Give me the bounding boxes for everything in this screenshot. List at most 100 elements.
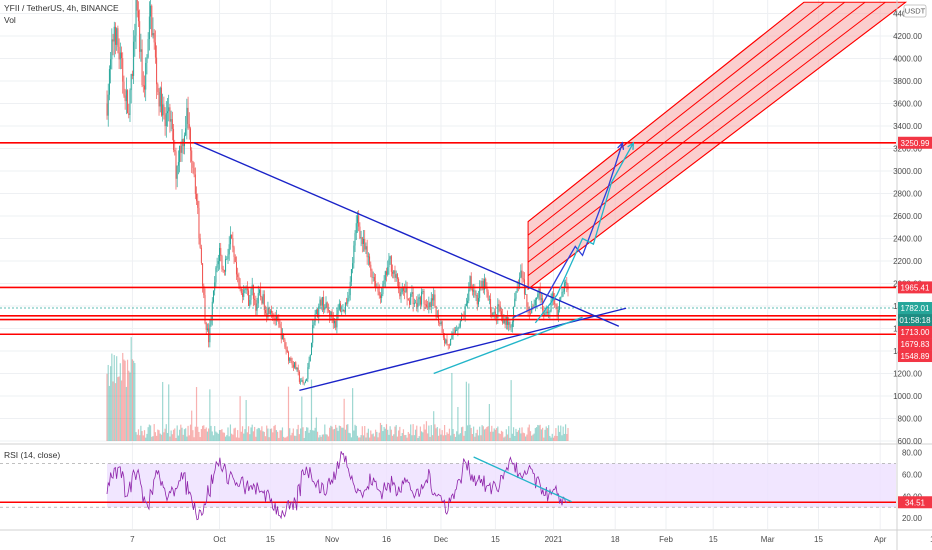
volume-bar (251, 424, 253, 441)
volume-bar (516, 431, 518, 441)
volume-bar (208, 428, 210, 441)
candle-body (212, 290, 214, 302)
volume-bar (546, 428, 549, 441)
volume-bar (111, 353, 113, 441)
candle-body (179, 145, 181, 163)
candle-body (342, 309, 344, 312)
volume-bar (331, 426, 333, 441)
price-tag-bg (898, 338, 932, 351)
rsi-tick-label: 60.00 (902, 470, 923, 479)
time-tick-label: 2021 (545, 535, 563, 544)
price-tick-label: 3400.00 (893, 122, 922, 131)
candle-body (476, 294, 478, 305)
volume-bar (198, 431, 200, 441)
candle-body (269, 310, 271, 314)
volume-bar (333, 428, 336, 441)
price-tag-bg (898, 350, 932, 363)
volume-bar (322, 434, 325, 441)
volume-bar (446, 432, 448, 441)
candle-body (526, 294, 528, 307)
volume-bar (209, 389, 211, 441)
candle-body (372, 277, 374, 278)
volume-bar (376, 431, 378, 441)
candle-body (242, 293, 244, 297)
time-axis[interactable]: 7 Oct 15 Nov 16 Dec 15 2021 18 Feb 15 Mar 15 Apr 19 (130, 535, 932, 544)
volume-bar (515, 428, 517, 441)
volume-bar (401, 433, 403, 441)
volume-bar (533, 433, 535, 441)
candle-body (232, 238, 234, 248)
candle-body (237, 274, 239, 278)
candle-body (358, 215, 360, 227)
price-tag-bg (898, 281, 932, 294)
volume-bar (149, 425, 152, 441)
candle-body (353, 245, 355, 264)
candle-body (175, 151, 177, 179)
volume-bar (423, 424, 425, 441)
projection-path (513, 142, 624, 318)
candle-body (326, 302, 328, 310)
candle-body (280, 327, 282, 340)
volume-bar (205, 427, 207, 441)
candle-body (555, 304, 557, 306)
volume-bar (475, 433, 477, 441)
rsi-label: RSI (14, close) (4, 450, 60, 460)
channel-line (527, 1, 886, 277)
volume-bar (215, 431, 217, 441)
volume-bar (318, 437, 320, 441)
volume-bar (197, 426, 199, 441)
time-tick-label: 15 (266, 535, 275, 544)
volume-bar (529, 431, 532, 441)
candle-body (117, 28, 119, 47)
time-tick-label: 15 (491, 535, 500, 544)
currency-button[interactable]: USDT (903, 4, 927, 18)
volume-bar (211, 431, 213, 441)
volume-bar (352, 388, 354, 441)
price-tag-bg (898, 326, 932, 339)
candle-body (163, 104, 165, 115)
volume-bar (564, 424, 567, 441)
channel-line (527, 1, 866, 263)
candle-body (186, 107, 188, 129)
volume-bar (313, 430, 315, 441)
volume-bar (442, 435, 444, 441)
candle-body (384, 271, 386, 281)
price-tick-label: 2400.00 (893, 235, 922, 244)
candle-body (176, 165, 178, 179)
candle-body (530, 313, 531, 314)
candle-body (556, 305, 558, 316)
candle-body (348, 295, 350, 299)
volume-bar (543, 437, 545, 441)
volume-bar (562, 426, 564, 441)
volume-bar (281, 427, 284, 441)
volume-bar (177, 435, 179, 441)
candle-body (401, 288, 403, 293)
volume-bar (383, 426, 385, 441)
candle-body (196, 193, 198, 201)
candle-body (308, 361, 310, 368)
candle-body (185, 128, 187, 136)
price-tag-bg (898, 136, 932, 149)
volume-bar (272, 432, 274, 441)
candle-body (244, 289, 246, 290)
volume-bar (421, 431, 423, 441)
volume-bar (247, 426, 250, 441)
candle-body (545, 311, 547, 314)
volume-bar (296, 429, 298, 441)
candle-body (468, 289, 470, 301)
price-tags: 3250.99 1965.41 1782.01 01:58:18 1713.00 1679… (898, 136, 932, 509)
candle-body (119, 52, 121, 60)
candle-body (202, 263, 204, 286)
volume-bar (154, 432, 156, 441)
volume-bar (252, 431, 255, 441)
candle-body (187, 107, 189, 125)
price-tag: 3250.99 (901, 139, 930, 148)
volume-bar (509, 437, 511, 441)
channel-line (527, 1, 906, 290)
volume-bar (343, 398, 345, 441)
volume-bar (214, 426, 216, 441)
volume-bar (256, 429, 258, 441)
candle-body (387, 267, 389, 275)
